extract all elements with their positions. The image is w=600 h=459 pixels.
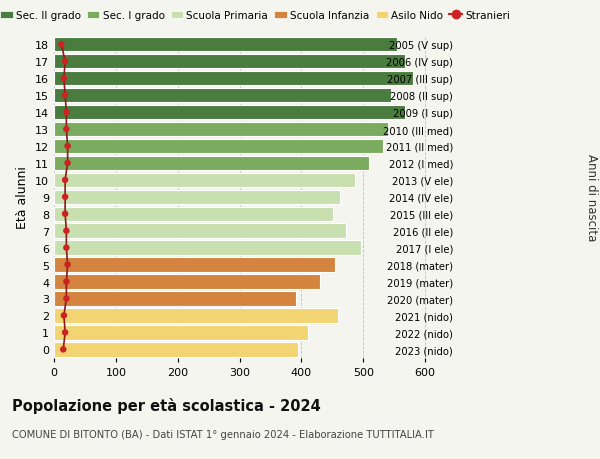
Text: Popolazione per età scolastica - 2024: Popolazione per età scolastica - 2024 — [12, 397, 321, 413]
Bar — [54, 106, 405, 120]
Bar — [54, 275, 320, 289]
Point — [62, 278, 71, 285]
Point — [63, 143, 73, 150]
Bar — [54, 190, 340, 205]
Text: COMUNE DI BITONTO (BA) - Dati ISTAT 1° gennaio 2024 - Elaborazione TUTTITALIA.IT: COMUNE DI BITONTO (BA) - Dati ISTAT 1° g… — [12, 429, 434, 439]
Bar — [54, 308, 338, 323]
Point — [59, 75, 68, 83]
Bar — [54, 342, 298, 357]
Bar — [54, 140, 383, 154]
Legend: Sec. II grado, Sec. I grado, Scuola Primaria, Scuola Infanzia, Asilo Nido, Stran: Sec. II grado, Sec. I grado, Scuola Prim… — [0, 7, 514, 25]
Bar — [54, 123, 388, 137]
Point — [61, 177, 70, 184]
Point — [62, 109, 71, 117]
Bar — [54, 89, 391, 103]
Text: Anni di nascita: Anni di nascita — [584, 154, 598, 241]
Point — [62, 295, 71, 302]
Point — [62, 245, 71, 252]
Point — [61, 211, 70, 218]
Bar — [54, 72, 413, 86]
Bar — [54, 258, 335, 272]
Point — [62, 126, 71, 134]
Point — [61, 58, 70, 66]
Bar — [54, 38, 397, 52]
Point — [63, 160, 73, 167]
Y-axis label: Età alunni: Età alunni — [16, 166, 29, 229]
Point — [59, 312, 68, 319]
Point — [61, 92, 70, 100]
Bar — [54, 157, 370, 171]
Bar — [54, 241, 361, 255]
Bar — [54, 55, 405, 69]
Bar — [54, 325, 308, 340]
Point — [56, 41, 66, 49]
Bar — [54, 224, 346, 238]
Bar — [54, 174, 355, 188]
Bar — [54, 291, 296, 306]
Bar — [54, 207, 333, 222]
Point — [63, 261, 73, 269]
Point — [61, 329, 70, 336]
Point — [61, 194, 70, 201]
Point — [62, 228, 71, 235]
Point — [58, 346, 68, 353]
